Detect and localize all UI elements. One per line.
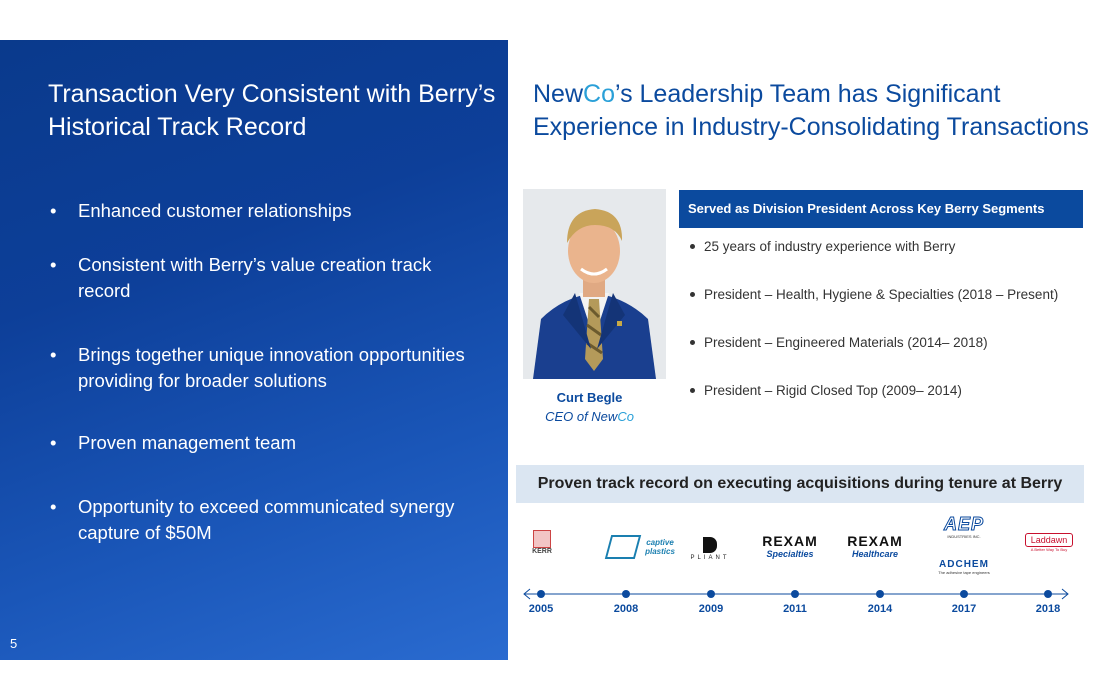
title-rest-line1: ’s Leadership Team has Significant (614, 80, 1001, 108)
timeline-year: 2008 (613, 603, 639, 615)
bullet-item: Brings together unique innovation opport… (48, 342, 488, 394)
rexam-specialties-logo: REXAM Specialties (760, 533, 820, 559)
rexam-logo-text: REXAM (762, 533, 818, 549)
timeline-year: 2009 (698, 603, 724, 615)
timeline-dot (537, 590, 545, 598)
left-panel: Transaction Very Consistent with Berry’s… (0, 40, 508, 660)
left-title-line2: Historical Track Record (48, 113, 307, 141)
aep-sub-text: INDUSTRIES INC. (947, 534, 981, 539)
experience-item: President – Engineered Materials (2014– … (688, 334, 1088, 382)
timeline-dot (791, 590, 799, 598)
bullet-item: Opportunity to exceed communicated syner… (48, 494, 488, 546)
kerr-logo-text: KERR (532, 548, 552, 555)
timeline-year: 2011 (783, 603, 807, 615)
track-record-header: Proven track record on executing acquisi… (516, 465, 1084, 503)
pliant-logo-text: PLIANT (690, 555, 730, 561)
captive-logo-text: captive plastics (645, 538, 675, 556)
kerr-logo: KERR (528, 530, 556, 555)
right-title: NewCo’s Leadership Team has Significant … (533, 78, 1093, 144)
experience-list: 25 years of industry experience with Ber… (688, 238, 1088, 430)
timeline-year: 2014 (867, 603, 893, 615)
left-title: Transaction Very Consistent with Berry’s… (48, 78, 498, 144)
timeline-dot (1044, 590, 1052, 598)
rexam-sub-text: Healthcare (851, 549, 899, 559)
bullet-item: Enhanced customer relationships (48, 198, 488, 224)
laddawn-logo-text: Laddawn (1025, 533, 1073, 547)
timeline-year: 2017 (951, 603, 977, 615)
laddawn-sub-text: A Better Way To Buy (1030, 547, 1068, 552)
kerr-mark-icon (533, 530, 551, 548)
pliant-logo: PLIANT (688, 537, 732, 561)
benefits-list: Enhanced customer relationships Consiste… (48, 198, 488, 546)
laddawn-logo: Laddawn A Better Way To Buy (1025, 533, 1073, 552)
ceo-photo (523, 189, 666, 379)
title-newco-a: New (533, 80, 584, 108)
ceo-role-a: CEO of New (545, 409, 618, 424)
captive-plastics-logo: captive plastics (604, 535, 678, 559)
aep-logo-text: AEP (943, 514, 984, 535)
ceo-role-b: Co (617, 409, 634, 424)
timeline-dot (876, 590, 884, 598)
captive-mark-icon (604, 535, 642, 559)
ceo-name: Curt Begle (556, 390, 623, 405)
timeline-dot (622, 590, 630, 598)
timeline-dot (960, 590, 968, 598)
title-line2: Experience in Industry-Consolidating Tra… (533, 113, 1089, 141)
experience-item: President – Rigid Closed Top (2009– 2014… (688, 382, 1088, 430)
experience-item: 25 years of industry experience with Ber… (688, 238, 1088, 286)
timeline-dot (707, 590, 715, 598)
aep-adchem-logo: AEP INDUSTRIES INC. ADCHEM The adhesive … (930, 514, 998, 576)
acquisition-timeline: 2005 2008 2009 2011 2014 2017 2018 (516, 582, 1076, 622)
rexam-logo-text: REXAM (847, 533, 903, 549)
ceo-role: CEO of NewCo (523, 409, 656, 424)
bullet-item: Proven management team (48, 430, 488, 456)
left-title-line1: Transaction Very Consistent with Berry’s (48, 80, 496, 108)
ceo-portrait-icon (523, 189, 666, 379)
timeline-axis (523, 588, 1069, 600)
timeline-year: 2005 (528, 603, 554, 615)
rexam-sub-text: Specialties (766, 549, 814, 559)
adchem-sub-text: The adhesive tape engineers (938, 570, 990, 575)
timeline-year: 2018 (1035, 603, 1061, 615)
title-newco-b: Co (583, 80, 615, 108)
bullet-item: Consistent with Berry’s value creation t… (48, 252, 488, 304)
page-number: 5 (10, 636, 18, 651)
adchem-logo-text: ADCHEM (939, 559, 989, 570)
experience-item: President – Health, Hygiene & Specialtie… (688, 286, 1088, 334)
division-header: Served as Division President Across Key … (679, 190, 1083, 228)
pliant-mark-icon (703, 537, 717, 553)
rexam-healthcare-logo: REXAM Healthcare (845, 533, 905, 559)
